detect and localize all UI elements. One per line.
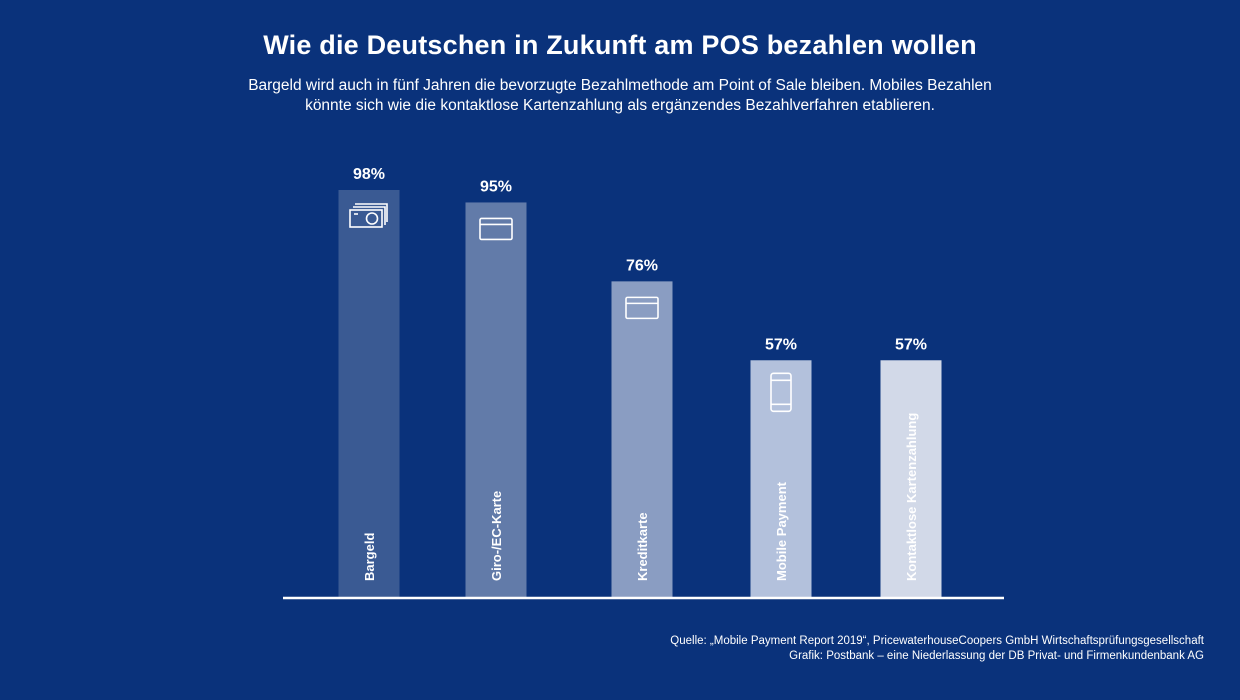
subtitle-line-1: Bargeld wird auch in fünf Jahren die bev… (248, 77, 992, 94)
data-label: 95% (480, 178, 512, 195)
bar (750, 360, 812, 597)
bar (611, 281, 673, 597)
source-note: Quelle: „Mobile Payment Report 2019“, Pr… (670, 634, 1204, 664)
banknotes-icon (349, 203, 388, 228)
data-label: 57% (765, 336, 797, 353)
subtitle-line-2: könnte sich wie die kontaktlose Kartenza… (305, 97, 935, 114)
data-label: 76% (626, 257, 658, 274)
category-label: Giro-/EC-Karte (489, 491, 504, 581)
bar (465, 202, 527, 598)
source-line-1: Quelle: „Mobile Payment Report 2019“, Pr… (670, 635, 1204, 647)
category-label: Bargeld (362, 533, 377, 581)
chart-subtitle: Bargeld wird auch in fünf Jahren die bev… (170, 76, 1070, 116)
category-label: Mobile Payment (774, 481, 789, 581)
bar (338, 190, 400, 597)
smartphone-icon (770, 372, 792, 413)
card-icon (625, 296, 659, 320)
category-label: Kontaktlose Kartenzahlung (904, 413, 919, 581)
bar (880, 360, 942, 597)
card-icon (479, 217, 513, 241)
chart-title: Wie die Deutschen in Zukunft am POS beza… (263, 30, 977, 60)
category-label: Kreditkarte (635, 512, 650, 581)
source-line-2: Grafik: Postbank – eine Niederlassung de… (789, 650, 1204, 662)
data-label: 98% (353, 166, 385, 183)
data-label: 57% (895, 336, 927, 353)
